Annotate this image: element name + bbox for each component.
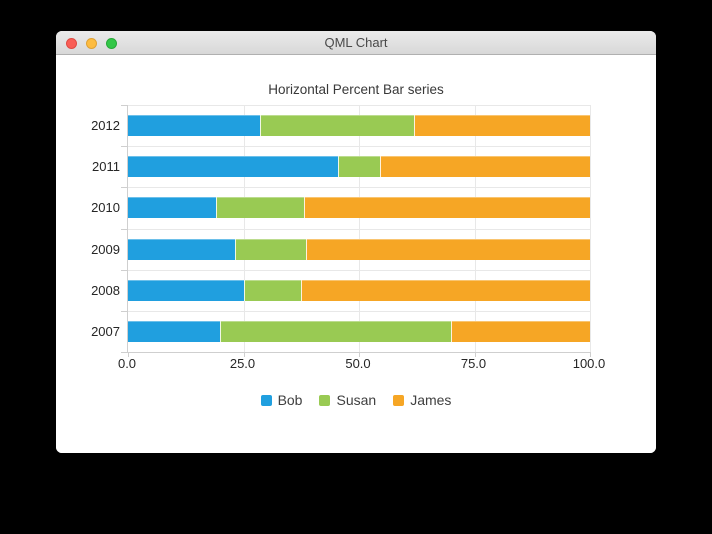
legend-marker-icon [319, 394, 331, 406]
legend-item-james: James [393, 392, 451, 408]
horizontal-gridline [128, 105, 590, 106]
bar-segment-susan [243, 279, 302, 301]
legend-item-bob: Bob [260, 392, 303, 408]
app-window: QML Chart Horizontal Percent Bar series … [56, 31, 656, 453]
horizontal-gridline [128, 310, 590, 312]
legend-label: James [410, 392, 452, 408]
category-label: 2008 [91, 282, 120, 298]
bar-segment-james [301, 279, 590, 301]
y-axis-tick [121, 105, 127, 106]
category-label: 2007 [91, 323, 120, 339]
category-label: 2010 [91, 200, 120, 216]
x-tick-label: 25.0 [229, 356, 256, 371]
horizontal-gridline [128, 269, 590, 271]
window-title: QML Chart [324, 35, 388, 50]
plot-area [121, 105, 591, 357]
x-axis-tick [243, 352, 245, 357]
bar-segment-susan [260, 115, 414, 137]
bar-segment-susan [215, 197, 304, 219]
bar-segment-bob [128, 279, 244, 301]
bar-segment-james [303, 197, 590, 219]
bar-segment-bob [128, 115, 261, 137]
bar-segment-james [413, 115, 590, 137]
x-tick-label: 75.0 [460, 356, 487, 371]
bar-row [128, 229, 590, 270]
bar-row [128, 146, 590, 187]
y-axis-tick [121, 187, 127, 189]
x-tick-label: 0.0 [117, 356, 137, 371]
percent-bar [128, 197, 590, 219]
horizontal-gridline [128, 146, 590, 148]
bar-segment-susan [234, 238, 306, 260]
bar-row [128, 311, 590, 352]
bar-segment-james [305, 238, 590, 260]
y-axis-tick [121, 310, 127, 312]
category-label: 2012 [91, 118, 120, 134]
x-axis-tick [128, 352, 129, 357]
vertical-gridline [590, 105, 591, 352]
horizontal-gridline [128, 187, 590, 189]
bar-segment-james [451, 320, 590, 342]
title-bar[interactable]: QML Chart [56, 31, 656, 55]
category-label: 2009 [91, 241, 120, 257]
y-axis-labels: 2012 2011 2010 2009 2008 2007 [56, 105, 120, 352]
bar-segment-bob [128, 320, 221, 342]
bar-segment-bob [128, 238, 235, 260]
bar-segment-susan [338, 156, 380, 178]
legend-label: Bob [277, 392, 303, 408]
y-axis-tick [121, 228, 127, 230]
x-axis-tick [590, 352, 591, 357]
chart-title: Horizontal Percent Bar series [268, 82, 444, 97]
percent-bar [128, 115, 590, 137]
legend-item-susan: Susan [319, 392, 376, 408]
bar-segment-bob [128, 156, 338, 178]
bar-segment-james [380, 156, 590, 178]
zoom-button[interactable] [106, 38, 117, 49]
percent-bar [128, 279, 590, 301]
x-axis-tick [474, 352, 476, 357]
bar-segment-susan [220, 320, 452, 342]
x-axis-labels: 0.0 25.0 50.0 75.0 100.0 [118, 356, 605, 372]
y-axis-tick [121, 146, 127, 148]
chart-view: Horizontal Percent Bar series 2012 2011 20… [56, 55, 656, 453]
horizontal-gridline [128, 228, 590, 230]
x-tick-label: 100.0 [572, 356, 606, 371]
minimize-button[interactable] [86, 38, 97, 49]
y-axis-tick [121, 352, 127, 353]
bar-row [128, 187, 590, 228]
x-axis-tick [359, 352, 360, 357]
bar-segment-bob [128, 197, 216, 219]
percent-bar [128, 320, 590, 342]
legend-marker-icon [393, 394, 405, 406]
legend: Bob Susan James [56, 391, 656, 409]
bar-row [128, 270, 590, 311]
percent-bar [128, 238, 590, 260]
close-button[interactable] [66, 38, 77, 49]
percent-bar [128, 156, 590, 178]
legend-marker-icon [260, 394, 272, 406]
legend-label: Susan [336, 392, 377, 408]
x-tick-label: 50.0 [345, 356, 371, 371]
y-axis-tick [121, 269, 127, 271]
category-label: 2011 [92, 159, 120, 175]
bar-row [128, 105, 590, 146]
